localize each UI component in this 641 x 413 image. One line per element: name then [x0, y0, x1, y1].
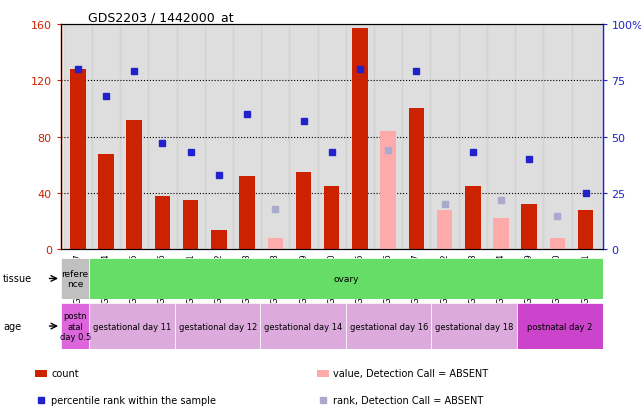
Bar	[515, 25, 544, 250]
Text: gestational day 12: gestational day 12	[179, 322, 257, 331]
Bar	[437, 211, 453, 250]
Text: postn
atal
day 0.5: postn atal day 0.5	[60, 311, 91, 341]
Text: count: count	[51, 368, 79, 378]
Text: rank, Detection Call = ABSENT: rank, Detection Call = ABSENT	[333, 395, 483, 405]
Text: gestational day 16: gestational day 16	[349, 322, 428, 331]
Text: value, Detection Call = ABSENT: value, Detection Call = ABSENT	[333, 368, 488, 378]
Text: gestational day 14: gestational day 14	[264, 322, 342, 331]
Bar	[233, 25, 261, 250]
Text: refere
nce: refere nce	[62, 269, 88, 288]
Bar	[549, 239, 565, 250]
Bar	[61, 258, 89, 299]
Text: tissue: tissue	[3, 274, 32, 284]
Bar	[154, 197, 171, 250]
Bar	[296, 173, 312, 250]
Bar	[260, 304, 346, 349]
Text: gestational day 11: gestational day 11	[93, 322, 171, 331]
Bar	[239, 177, 255, 250]
Bar	[175, 304, 260, 349]
Bar	[289, 25, 317, 250]
Bar	[572, 25, 600, 250]
Text: percentile rank within the sample: percentile rank within the sample	[51, 395, 216, 405]
Bar	[92, 25, 120, 250]
Bar	[544, 25, 572, 250]
Bar	[89, 304, 175, 349]
Bar	[408, 109, 424, 250]
Bar	[517, 304, 603, 349]
Bar	[493, 219, 509, 250]
Bar	[578, 211, 594, 250]
Bar	[374, 25, 403, 250]
Bar	[346, 25, 374, 250]
Bar	[148, 25, 176, 250]
Bar	[63, 25, 92, 250]
Bar	[176, 25, 204, 250]
Bar	[403, 25, 431, 250]
Bar	[183, 201, 199, 250]
Text: age: age	[3, 321, 21, 331]
Text: GDS2203 / 1442000_at: GDS2203 / 1442000_at	[88, 11, 233, 24]
Text: postnatal day 2: postnatal day 2	[527, 322, 592, 331]
Bar	[204, 25, 233, 250]
Bar	[346, 304, 431, 349]
Bar	[324, 187, 340, 250]
Bar	[267, 239, 283, 250]
Bar	[431, 304, 517, 349]
Bar	[380, 132, 396, 250]
Bar	[35, 370, 47, 377]
Bar	[465, 187, 481, 250]
Bar	[459, 25, 487, 250]
Bar	[70, 70, 86, 250]
Bar	[126, 121, 142, 250]
Bar	[487, 25, 515, 250]
Bar	[261, 25, 289, 250]
Text: gestational day 18: gestational day 18	[435, 322, 513, 331]
Text: ovary: ovary	[333, 274, 359, 283]
Bar	[521, 205, 537, 250]
Bar	[120, 25, 148, 250]
Bar	[317, 25, 346, 250]
Bar	[98, 154, 114, 250]
Bar	[61, 304, 89, 349]
Bar	[317, 370, 329, 377]
Bar	[211, 230, 227, 250]
Bar	[431, 25, 459, 250]
Bar	[352, 29, 368, 250]
